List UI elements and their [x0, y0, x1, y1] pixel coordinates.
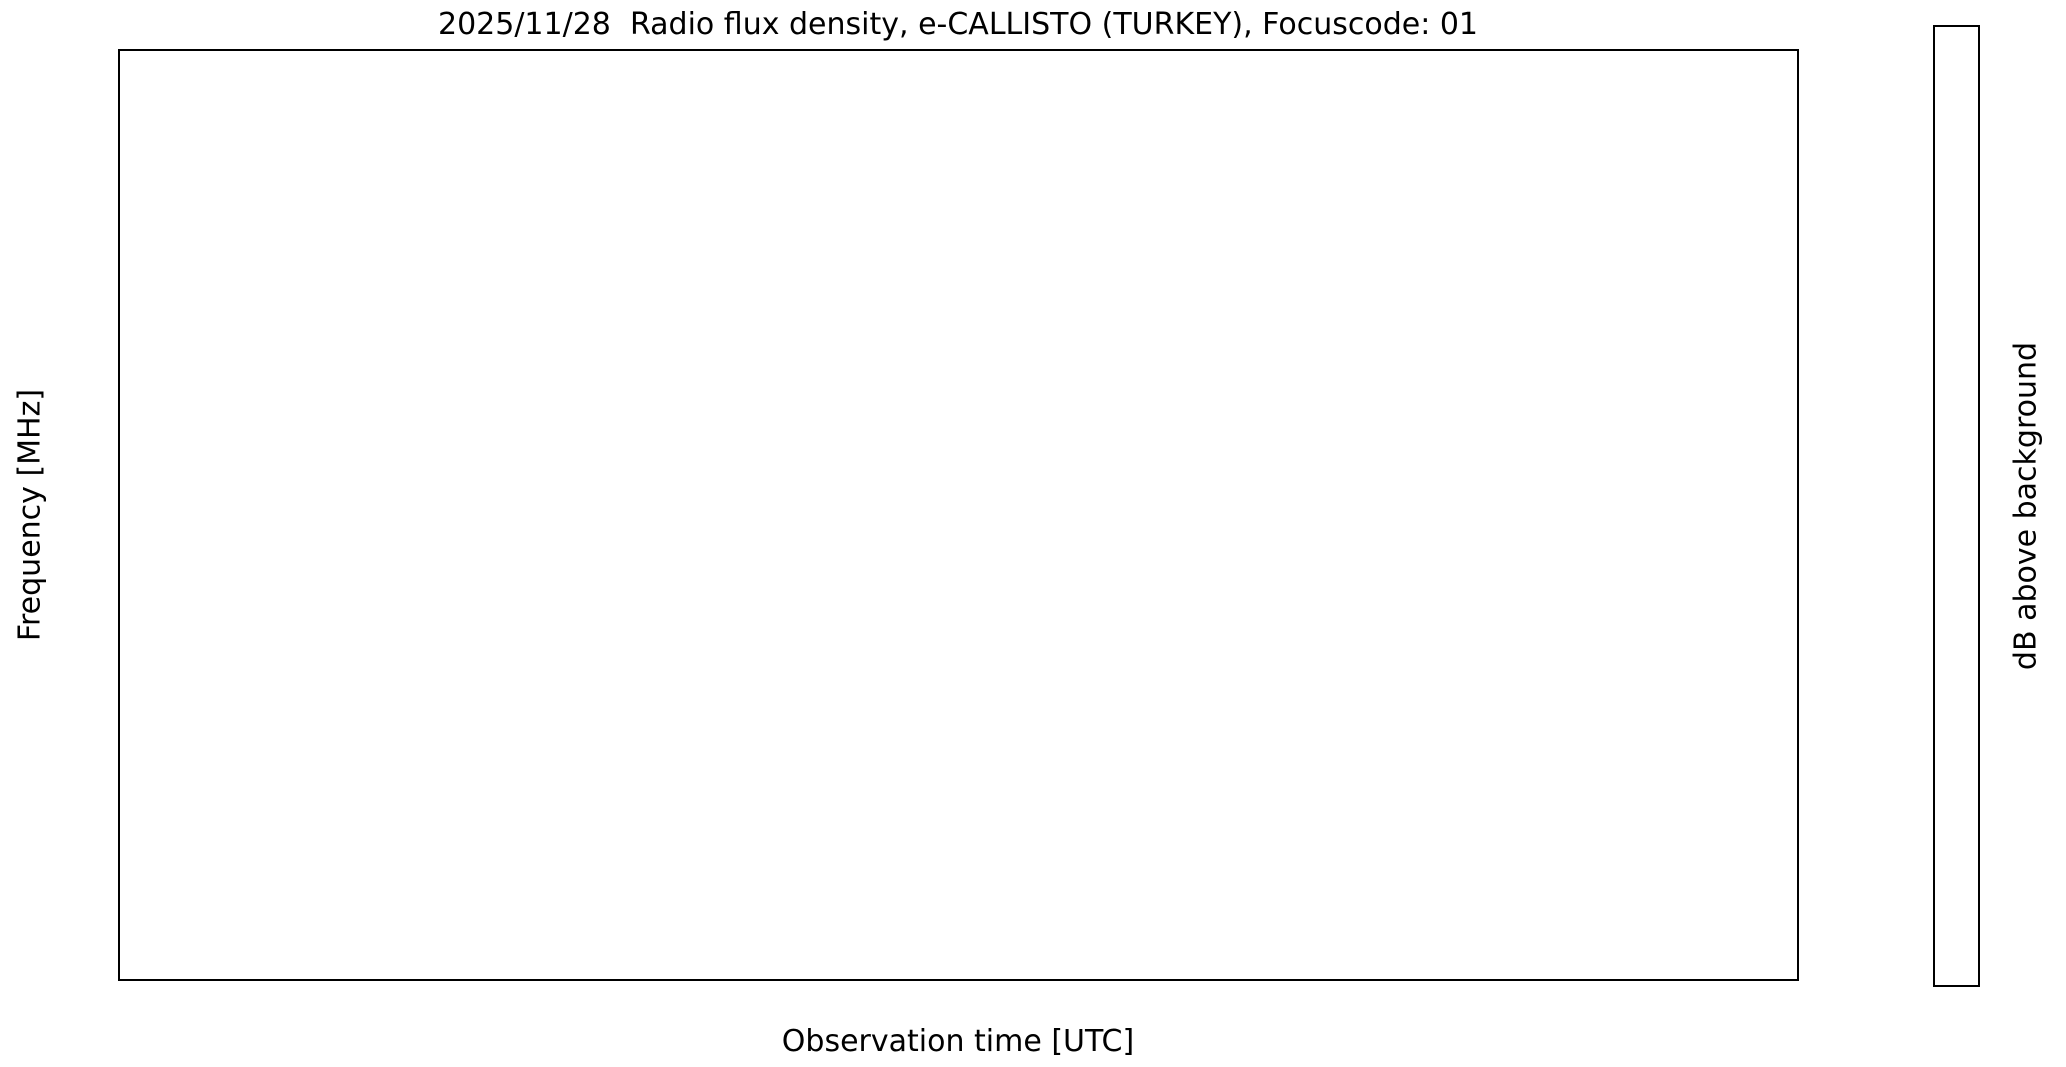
x-axis-label: Observation time [UTC] — [781, 1024, 1135, 1059]
colorbar-label: dB above background — [2008, 341, 2044, 671]
y-axis-label: Frequency [MHz] — [12, 388, 48, 642]
chart-title: 2025/11/28 Radio flux density, e-CALLIST… — [437, 7, 1479, 42]
colorbar-frame — [1933, 25, 1980, 987]
plot-frame — [118, 49, 1799, 981]
spectrogram-canvas — [120, 51, 420, 201]
colorbar-canvas — [1935, 27, 2066, 177]
